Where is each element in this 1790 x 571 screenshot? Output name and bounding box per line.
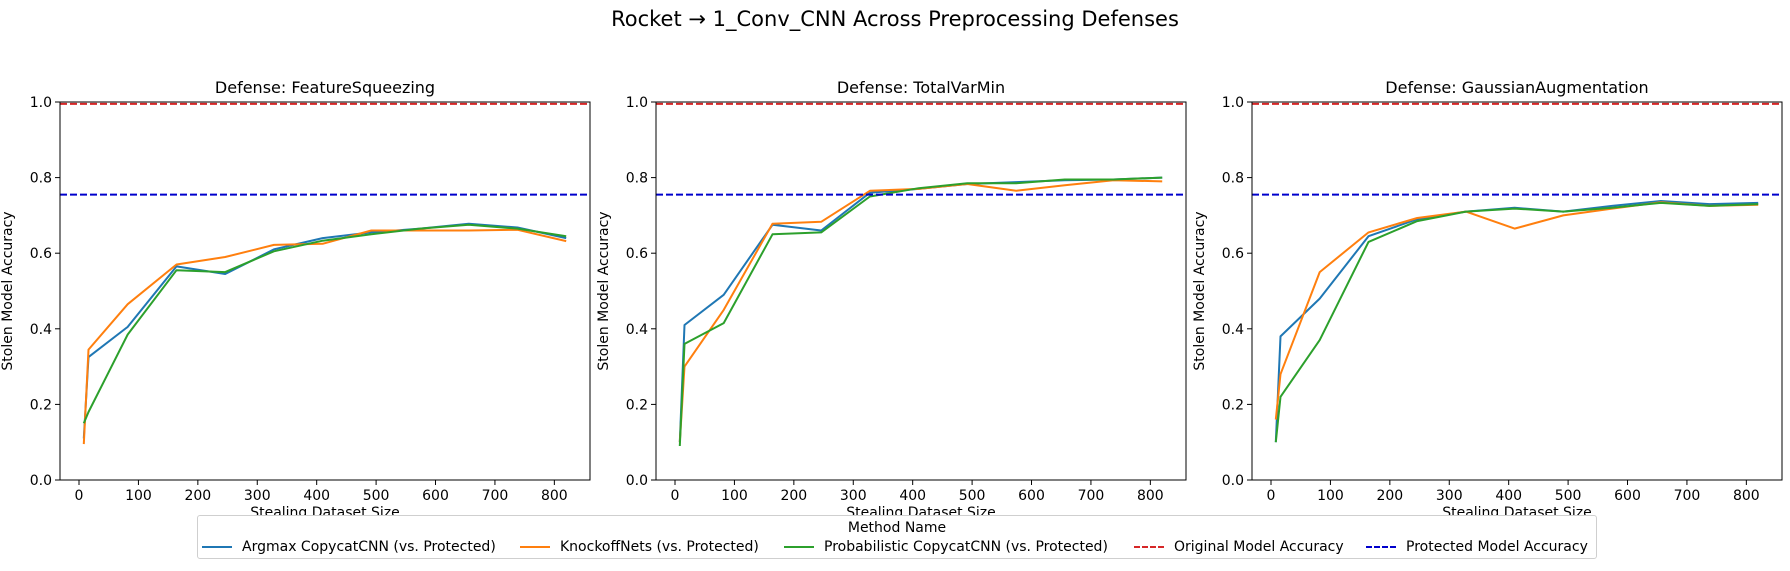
x-tick-label: 800: [1137, 488, 1164, 504]
series-line-3: [678, 176, 1163, 447]
series-line-2: [678, 179, 1163, 443]
y-tick-label: 0.6: [30, 246, 52, 262]
y-tick-label: 1.0: [626, 95, 648, 111]
x-tick-label: 0: [75, 488, 84, 504]
y-tick-label: 1.0: [1222, 95, 1244, 111]
legend-swatch: [1366, 546, 1396, 548]
panel-title: Defense: TotalVarMin: [837, 78, 1005, 97]
y-tick-label: 0.0: [30, 473, 52, 489]
x-tick-label: 600: [1018, 488, 1045, 504]
y-tick-label: 0.8: [626, 171, 648, 187]
y-tick-label: 0.0: [1222, 473, 1244, 489]
axes-frame: [59, 101, 591, 481]
x-tick-label: 200: [184, 488, 211, 504]
y-tick-label: 0.0: [626, 473, 648, 489]
legend-title: Method Name: [847, 520, 947, 536]
y-axis-label: Stolen Model Accuracy: [596, 211, 612, 370]
series-line-2: [82, 228, 567, 445]
x-tick-label: 800: [1733, 488, 1760, 504]
legend-swatch: [1134, 546, 1164, 548]
y-tick-label: 0.4: [626, 322, 648, 338]
x-tick-label: 700: [1674, 488, 1701, 504]
legend-label: Protected Model Accuracy: [1406, 539, 1588, 555]
legend-item-argmax: Argmax CopycatCNN (vs. Protected): [202, 538, 496, 556]
series-line-1: [82, 222, 567, 439]
y-tick-label: 0.8: [30, 171, 52, 187]
legend-swatch: [784, 546, 814, 548]
legend-label: Original Model Accuracy: [1174, 539, 1344, 555]
y-tick-label: 0.6: [626, 246, 648, 262]
legend-item-original: Original Model Accuracy: [1134, 538, 1344, 556]
series-line-2: [1274, 201, 1759, 420]
y-tick-label: 0.6: [1222, 246, 1244, 262]
y-tick-label: 1.0: [30, 95, 52, 111]
legend-swatch: [520, 546, 550, 548]
chart-panel-1: Defense: FeatureSqueezing 0 100 200 300 400 50…: [0, 78, 591, 521]
panel-title: Defense: GaussianAugmentation: [1385, 78, 1648, 97]
legend-item-probabilistic: Probabilistic CopycatCNN (vs. Protected): [784, 538, 1108, 556]
legend-item-protected: Protected Model Accuracy: [1366, 538, 1588, 556]
x-tick-label: 100: [125, 488, 152, 504]
legend-swatch: [202, 546, 232, 548]
legend-label: Argmax CopycatCNN (vs. Protected): [242, 539, 496, 555]
y-tick-label: 0.4: [1222, 322, 1244, 338]
axes-frame: [1251, 101, 1783, 481]
x-tick-label: 500: [959, 488, 986, 504]
x-tick-label: 300: [244, 488, 271, 504]
legend-item-knockoff: KnockoffNets (vs. Protected): [520, 538, 759, 556]
series-line-1: [1274, 200, 1759, 443]
y-tick-label: 0.2: [626, 397, 648, 413]
y-tick-label: 0.2: [30, 397, 52, 413]
legend: Method Name Argmax CopycatCNN (vs. Prote…: [197, 515, 1597, 559]
x-tick-label: 100: [1317, 488, 1344, 504]
x-tick-label: 200: [1376, 488, 1403, 504]
x-tick-label: 400: [899, 488, 926, 504]
panel-title: Defense: FeatureSqueezing: [215, 78, 435, 97]
x-tick-label: 400: [1495, 488, 1522, 504]
y-tick-label: 0.2: [1222, 397, 1244, 413]
series-line-1: [678, 176, 1163, 443]
x-tick-label: 600: [422, 488, 449, 504]
x-tick-label: 0: [1267, 488, 1276, 504]
x-tick-label: 500: [1555, 488, 1582, 504]
x-tick-label: 0: [671, 488, 680, 504]
x-tick-label: 500: [363, 488, 390, 504]
x-tick-label: 200: [780, 488, 807, 504]
chart-panel-2: Defense: TotalVarMin 0 100 200 300 400 500 600 7…: [596, 78, 1187, 521]
x-tick-label: 300: [840, 488, 867, 504]
figure-title: Rocket → 1_Conv_CNN Across Preprocessing…: [611, 7, 1179, 32]
axes-frame: [655, 101, 1187, 481]
x-tick-label: 700: [482, 488, 509, 504]
x-tick-label: 600: [1614, 488, 1641, 504]
y-tick-label: 0.4: [30, 322, 52, 338]
x-tick-label: 700: [1078, 488, 1105, 504]
y-axis-label: Stolen Model Accuracy: [1192, 211, 1208, 370]
x-tick-label: 300: [1436, 488, 1463, 504]
legend-label: Probabilistic CopycatCNN (vs. Protected): [824, 539, 1108, 555]
series-line-3: [1274, 201, 1759, 443]
y-tick-label: 0.8: [1222, 171, 1244, 187]
chart-panel-3: Defense: GaussianAugmentation 0 100 200 300 4…: [1192, 78, 1783, 521]
x-tick-label: 400: [303, 488, 330, 504]
legend-label: KnockoffNets (vs. Protected): [560, 539, 759, 555]
x-tick-label: 100: [721, 488, 748, 504]
y-axis-label: Stolen Model Accuracy: [0, 211, 16, 370]
x-tick-label: 800: [541, 488, 568, 504]
series-line-3: [82, 223, 567, 424]
